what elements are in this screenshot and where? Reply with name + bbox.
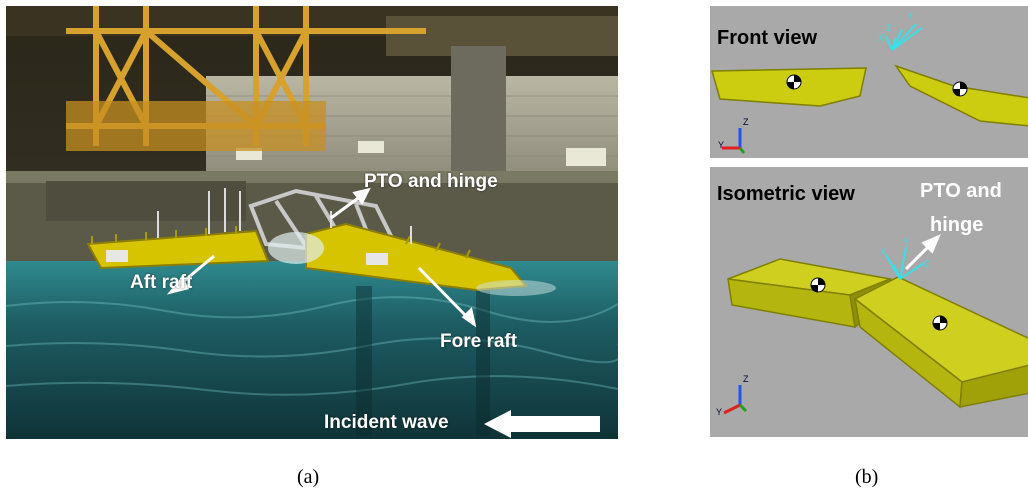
iso-triad-z: Z (924, 259, 930, 269)
caption-b: (b) (855, 466, 879, 488)
iso-cog-markers (810, 277, 948, 331)
front-triad-y: Y (907, 11, 914, 21)
iso-y-axis-label: Y (716, 407, 723, 417)
fore-raft-label: Fore raft (440, 331, 518, 352)
iso-axis-indicator (723, 385, 748, 415)
iso-z-axis-label: Z (743, 374, 749, 384)
caption-a: (a) (297, 466, 320, 488)
iso-pto-label-line2: hinge (930, 214, 984, 236)
iso-triad-y: Y (903, 237, 910, 247)
incident-wave-arrow (484, 410, 600, 438)
tank-test-photo: PTO and hinge Aft raft Fore raft Inciden… (6, 6, 618, 439)
isometric-view-title: Isometric view (717, 183, 855, 205)
photo-arrows (166, 187, 477, 328)
front-y-axis-label: Y (718, 140, 725, 150)
iso-pto-arrow (904, 234, 941, 271)
pto-hinge-label: PTO and hinge (364, 171, 498, 192)
front-view-title: Front view (717, 27, 818, 49)
aft-raft (86, 229, 270, 270)
front-triad-z: Z (886, 23, 892, 33)
photo-scene (6, 6, 618, 439)
iso-hinge-triad (885, 246, 925, 280)
incident-wave-label: Incident wave (324, 412, 449, 433)
front-axis-indicator (722, 128, 746, 154)
front-z-axis-label: Z (743, 117, 749, 127)
isometric-view-panel: Isometric view PTO and hinge Z Y X Y Z (710, 167, 1028, 437)
iso-pto-label-line1: PTO and (920, 180, 1002, 202)
front-cog-markers (786, 74, 968, 97)
front-view-panel: Front view Z Y X Y Z (710, 6, 1028, 158)
front-hinge-triad (885, 23, 923, 51)
isometric-view-scene (723, 234, 1028, 415)
front-triad-x: X (878, 33, 885, 43)
iso-triad-x: X (880, 247, 887, 257)
aft-raft-label: Aft raft (130, 272, 193, 293)
front-view-scene (711, 23, 1028, 154)
